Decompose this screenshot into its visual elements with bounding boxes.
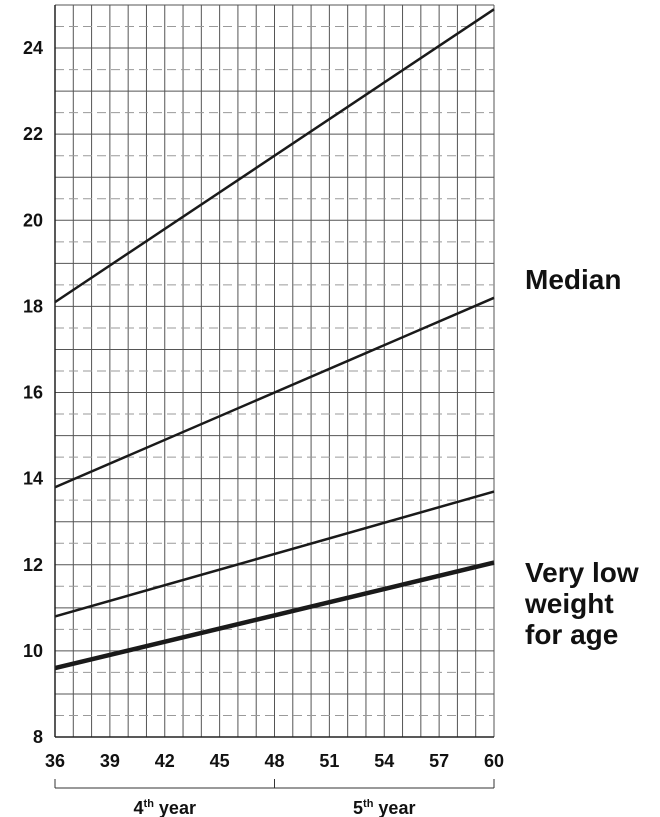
x-tick-label: 51: [319, 751, 339, 771]
y-tick-label: 12: [23, 555, 43, 575]
y-tick-label: 10: [23, 641, 43, 661]
series-line-1: [54, 8, 495, 304]
y-tick-label: 24: [23, 38, 43, 58]
series-line-2: [54, 296, 495, 489]
x-tick-label: 36: [45, 751, 65, 771]
series-lines: [54, 8, 495, 671]
y-tick-label: 14: [23, 469, 43, 489]
y-tick-label: 8: [33, 727, 43, 747]
x-tick-label: 54: [374, 751, 394, 771]
x-tick-label: 39: [100, 751, 120, 771]
y-tick-label: 16: [23, 383, 43, 403]
x-tick-label: 57: [429, 751, 449, 771]
band-label-1: 4th year: [134, 798, 196, 817]
y-tick-label: 18: [23, 296, 43, 316]
axes: [54, 5, 495, 789]
annotation-1: Median: [525, 264, 621, 295]
x-tick-label: 60: [484, 751, 504, 771]
labels: 8 10 12 14 16 18 20 22 24 36 39 42 45 48 51 54 57 60 4th y…: [23, 38, 639, 817]
y-tick-label: 22: [23, 124, 43, 144]
x-tick-label: 48: [264, 751, 284, 771]
band-label-2: 5th year: [353, 798, 415, 817]
x-tick-label: 42: [155, 751, 175, 771]
y-tick-label: 20: [23, 210, 43, 230]
series-line-4: [54, 560, 495, 671]
x-tick-label: 45: [210, 751, 230, 771]
annotation-2: Very low weight for age: [524, 557, 639, 650]
series-line-3: [54, 490, 495, 618]
grid: [54, 4, 495, 738]
